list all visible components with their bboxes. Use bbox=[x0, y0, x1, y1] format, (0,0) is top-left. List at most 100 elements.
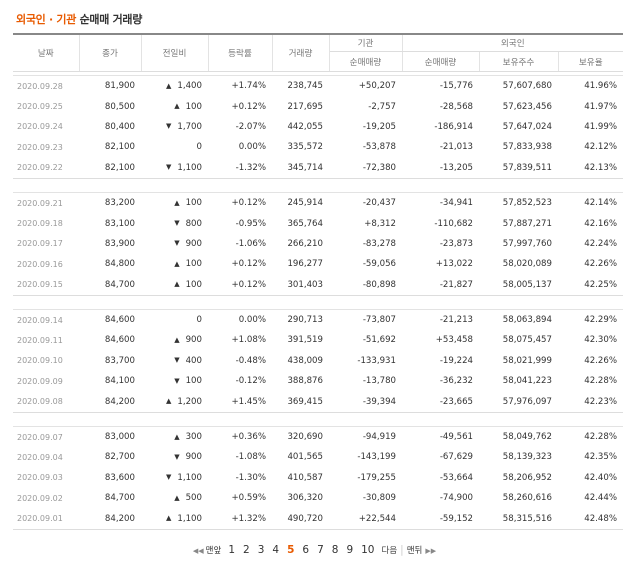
change-value: 100 bbox=[185, 198, 202, 209]
table-row: 2020.09.02 84,700 ▲ 500 +0.59% 306,320 -30,809… bbox=[13, 488, 623, 508]
close-price-cell: 82,100 bbox=[104, 142, 135, 153]
table-row: 2020.09.07 83,000 ▲ 300 +0.36% 320,690 -94,919… bbox=[13, 426, 623, 447]
date-cell: 2020.09.02 bbox=[17, 493, 63, 503]
foreign-net-cell: -15,776 bbox=[439, 81, 473, 92]
table-body: 2020.09.28 81,900 ▲ 1,400 +1.74% 238,745 +50,2… bbox=[13, 71, 624, 530]
rate-cell: 0.00% bbox=[238, 142, 266, 153]
institution-net-cell: -80,898 bbox=[329, 274, 402, 296]
change-value: 0 bbox=[196, 142, 202, 153]
institution-net-cell: +50,207 bbox=[358, 81, 396, 92]
rate-cell: +0.59% bbox=[231, 493, 266, 504]
volume-cell: 401,565 bbox=[287, 452, 323, 463]
table-row: 2020.09.04 82,700 ▼ 900 -1.08% 401,565 -143,19… bbox=[13, 447, 623, 467]
page-link-6[interactable]: 6 bbox=[302, 544, 310, 556]
page-link-7[interactable]: 7 bbox=[317, 544, 324, 556]
change-value: 500 bbox=[185, 493, 202, 504]
table-row: 2020.09.01 84,200 ▲ 1,100 +1.32% 490,720 +22,5… bbox=[13, 508, 624, 530]
volume-cell: 388,876 bbox=[287, 376, 323, 387]
double-chevron-left-icon: ◀◀ bbox=[192, 547, 204, 555]
rate-cell: +0.36% bbox=[231, 432, 266, 443]
change-value: 1,100 bbox=[177, 513, 202, 524]
table-row: 2020.09.18 83,100 ▼ 800 -0.95% 365,764 +8,312 -… bbox=[13, 213, 623, 233]
change-value: 100 bbox=[185, 259, 202, 270]
arrow-up-icon: ▲ bbox=[174, 259, 180, 268]
page-link-1[interactable]: 1 bbox=[228, 544, 235, 556]
close-price-cell: 84,700 bbox=[104, 493, 135, 504]
arrow-down-icon: ▼ bbox=[166, 473, 172, 482]
arrow-up-icon: ▲ bbox=[166, 397, 172, 406]
rate-cell: -1.06% bbox=[235, 238, 266, 249]
foreign-holding-cell: 58,049,762 bbox=[502, 432, 552, 443]
arrow-up-icon: ▲ bbox=[166, 81, 172, 90]
close-price-cell: 83,700 bbox=[104, 355, 135, 366]
row-group-separator bbox=[13, 71, 624, 76]
change-cell: 0 bbox=[141, 137, 208, 157]
page-link-9[interactable]: 9 bbox=[346, 544, 354, 556]
pager-divider: | bbox=[400, 544, 404, 556]
pagination: ◀◀ 맨앞 1 2 3 4 5 6 7 8 9 10 다음 | 맨뒤 ▶▶ bbox=[0, 544, 629, 556]
volume-cell: 217,695 bbox=[287, 101, 323, 112]
rate-cell: -1.30% bbox=[235, 472, 266, 483]
table-row: 2020.09.14 84,600 0 0.00% 290,713 -73,807 -21,… bbox=[13, 309, 623, 330]
volume-cell: 266,210 bbox=[287, 238, 323, 249]
change-value: 100 bbox=[185, 279, 202, 290]
arrow-down-icon: ▼ bbox=[174, 376, 180, 385]
foreign-net-cell: -67,629 bbox=[439, 452, 473, 463]
close-price-cell: 83,100 bbox=[104, 218, 135, 229]
volume-cell: 365,764 bbox=[287, 218, 323, 229]
first-page-link[interactable]: ◀◀ 맨앞 bbox=[193, 544, 221, 556]
page-link-2[interactable]: 2 bbox=[243, 544, 250, 556]
date-cell: 2020.09.22 bbox=[13, 157, 79, 179]
foreign-holding-cell: 58,005,137 bbox=[479, 274, 558, 296]
row-group-separator bbox=[13, 412, 624, 427]
foreign-ratio-cell: 42.26% bbox=[584, 259, 618, 270]
next-page-link[interactable]: 다음 bbox=[381, 546, 398, 556]
volume-cell: 490,720 bbox=[272, 508, 329, 530]
date-cell: 2020.09.18 bbox=[17, 219, 63, 229]
table-row: 2020.09.10 83,700 ▼ 400 -0.48% 438,009 -133,93… bbox=[13, 351, 623, 371]
change-cell: ▼ 800 bbox=[141, 213, 208, 233]
double-chevron-right-icon: ▶▶ bbox=[425, 547, 437, 555]
foreign-ratio-cell: 42.28% bbox=[584, 376, 618, 387]
last-page-link[interactable]: 맨뒤 ▶▶ bbox=[407, 544, 436, 556]
change-cell: ▼ 1,100 bbox=[141, 468, 208, 488]
table-row: 2020.09.25 80,500 ▲ 100 +0.12% 217,695 -2,757 -… bbox=[13, 96, 623, 116]
volume-cell: 301,403 bbox=[272, 274, 329, 296]
close-price-cell: 84,100 bbox=[104, 376, 135, 387]
first-page-label: 맨앞 bbox=[205, 546, 222, 556]
institution-net-cell: -51,692 bbox=[362, 335, 396, 346]
change-cell: ▼ 400 bbox=[141, 351, 208, 371]
page-link-8[interactable]: 8 bbox=[331, 544, 339, 556]
foreign-net-cell: -23,873 bbox=[439, 238, 473, 249]
institution-net-cell: -73,807 bbox=[362, 315, 396, 326]
row-group-separator-cell bbox=[13, 71, 624, 76]
rate-cell: +1.74% bbox=[231, 81, 266, 92]
close-price-cell: 84,200 bbox=[79, 391, 141, 413]
foreign-holding-cell: 58,020,089 bbox=[502, 259, 552, 270]
date-cell: 2020.09.10 bbox=[17, 356, 63, 366]
page-link-5[interactable]: 5 bbox=[287, 544, 295, 556]
volume-cell: 410,587 bbox=[287, 472, 323, 483]
foreign-holding-cell: 58,021,999 bbox=[502, 355, 552, 366]
close-price-cell: 84,800 bbox=[104, 259, 135, 270]
date-cell: 2020.09.14 bbox=[17, 315, 63, 325]
institution-net-cell: -2,757 bbox=[368, 101, 396, 112]
arrow-down-icon: ▼ bbox=[174, 239, 180, 248]
date-cell: 2020.09.03 bbox=[17, 473, 63, 483]
page-link-4[interactable]: 4 bbox=[272, 544, 280, 556]
page-link-10[interactable]: 10 bbox=[361, 544, 375, 556]
table-row: 2020.09.03 83,600 ▼ 1,100 -1.30% 410,587 -179,… bbox=[13, 468, 623, 488]
foreign-holding-cell: 58,139,323 bbox=[502, 452, 552, 463]
rate-cell: +0.12% bbox=[208, 274, 272, 296]
foreign-ratio-cell: 42.40% bbox=[584, 472, 618, 483]
close-price-cell: 81,900 bbox=[104, 81, 135, 92]
change-cell: ▲ 300 bbox=[141, 426, 208, 447]
change-value: 900 bbox=[185, 238, 202, 249]
rate-cell: -1.08% bbox=[235, 452, 266, 463]
change-value: 1,100 bbox=[177, 162, 202, 173]
page-link-3[interactable]: 3 bbox=[257, 544, 265, 556]
foreign-holding-cell: 57,852,523 bbox=[502, 198, 552, 209]
volume-cell: 238,745 bbox=[287, 81, 323, 92]
change-value: 100 bbox=[185, 376, 202, 387]
